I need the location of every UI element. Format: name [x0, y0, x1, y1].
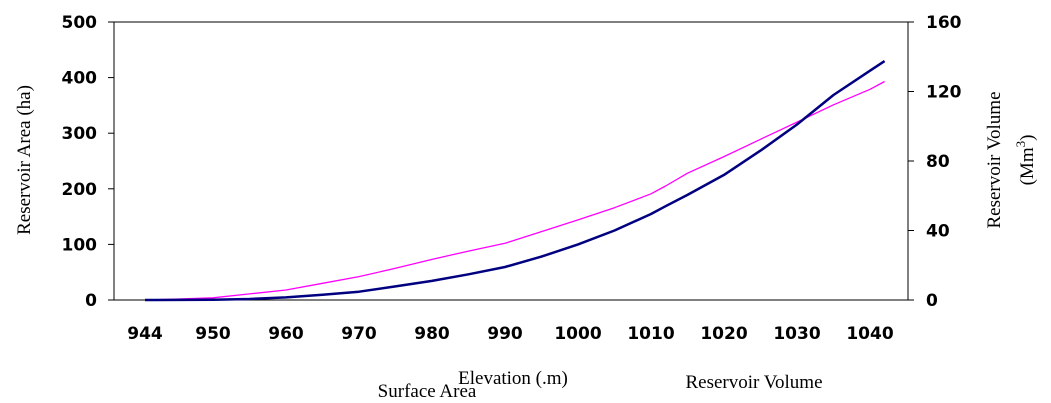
y-axis-label-right: Reservoir Volume	[984, 91, 1005, 228]
series-line-surface-area	[144, 80, 885, 301]
left-axis-ticks: 0 100 200 300 400 500	[62, 13, 114, 311]
x-tick-label: 950	[195, 324, 231, 344]
left-tick-label: 0	[85, 291, 97, 311]
left-tick-label: 100	[62, 235, 98, 255]
x-axis-label: Elevation (.m)	[458, 368, 568, 389]
series-line-reservoir-volume	[145, 60, 886, 302]
x-axis-ticks: 944 950 960 970 980 990 1000 1010 1020 1030 1040	[127, 324, 894, 344]
x-tick-label: 980	[414, 324, 450, 344]
left-tick-label: 500	[62, 13, 98, 33]
left-tick-label: 400	[62, 69, 98, 89]
unit-close: )	[1017, 135, 1038, 141]
x-tick-label: 1000	[554, 324, 601, 344]
left-tick-label: 200	[62, 180, 98, 200]
x-tick-label: 960	[268, 324, 304, 344]
plot-border	[113, 21, 909, 301]
right-tick-label: 120	[926, 83, 962, 103]
y-axis-label-right-unit: (Mm3)	[1013, 135, 1038, 186]
x-tick-label: 1020	[700, 324, 747, 344]
plot-area	[113, 21, 909, 301]
x-tick-label: 1030	[773, 324, 820, 344]
right-axis-ticks: 0 40 80 120 160	[908, 13, 962, 311]
left-tick-label: 300	[62, 124, 98, 144]
unit-superscript: 3	[1013, 141, 1028, 148]
y-axis-label-left: Reservoir Area (ha)	[14, 85, 35, 235]
right-tick-label: 0	[926, 291, 938, 311]
x-tick-label: 990	[487, 324, 523, 344]
x-tick-label: 1010	[627, 324, 674, 344]
right-tick-label: 40	[926, 222, 950, 242]
right-tick-label: 160	[926, 13, 962, 33]
right-tick-label: 80	[926, 152, 950, 172]
legend-surface-area: Surface Area	[378, 381, 477, 402]
unit-open: (Mm	[1017, 147, 1038, 185]
legend-reservoir-volume: Reservoir Volume	[685, 372, 822, 393]
x-tick-label: 970	[341, 324, 377, 344]
series-layer	[144, 60, 886, 302]
x-tick-label: 944	[127, 324, 163, 344]
x-tick-label: 1040	[846, 324, 893, 344]
